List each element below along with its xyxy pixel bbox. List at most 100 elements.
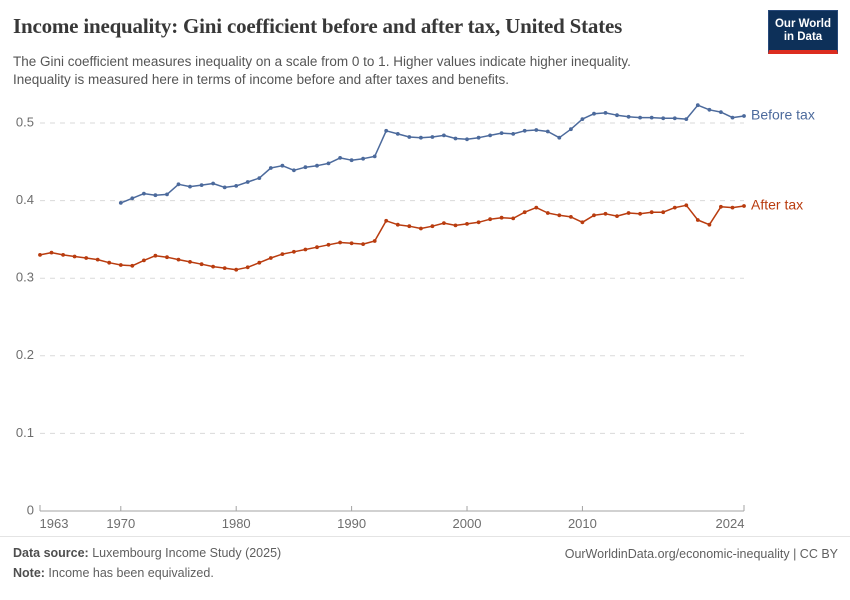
series-point-before-tax[interactable] xyxy=(395,132,400,136)
series-point-after-tax[interactable] xyxy=(384,218,389,223)
series-point-after-tax[interactable] xyxy=(649,210,654,215)
series-point-after-tax[interactable] xyxy=(534,205,539,210)
series-point-after-tax[interactable] xyxy=(118,263,123,267)
series-point-before-tax[interactable] xyxy=(326,161,331,166)
series-point-before-tax[interactable] xyxy=(511,132,516,136)
series-point-after-tax[interactable] xyxy=(522,210,527,215)
series-point-after-tax[interactable] xyxy=(176,257,181,262)
series-point-before-tax[interactable] xyxy=(430,135,435,139)
series-point-before-tax[interactable] xyxy=(303,165,308,170)
series-point-before-tax[interactable] xyxy=(695,103,700,108)
series-point-before-tax[interactable] xyxy=(292,168,296,173)
series-point-before-tax[interactable] xyxy=(742,114,746,118)
series-point-after-tax[interactable] xyxy=(130,263,135,268)
series-point-before-tax[interactable] xyxy=(280,163,285,168)
series-point-before-tax[interactable] xyxy=(257,176,262,181)
series-point-after-tax[interactable] xyxy=(684,203,689,208)
series-point-after-tax[interactable] xyxy=(488,217,492,222)
series-point-after-tax[interactable] xyxy=(511,216,516,221)
series-point-after-tax[interactable] xyxy=(338,240,342,245)
series-point-before-tax[interactable] xyxy=(338,156,342,160)
series-point-after-tax[interactable] xyxy=(153,253,158,258)
series-point-after-tax[interactable] xyxy=(303,247,308,252)
series-point-before-tax[interactable] xyxy=(488,133,492,138)
series-point-before-tax[interactable] xyxy=(684,117,689,121)
series-point-after-tax[interactable] xyxy=(430,224,435,229)
series-point-after-tax[interactable] xyxy=(372,239,377,243)
series-point-before-tax[interactable] xyxy=(672,116,677,121)
series-point-before-tax[interactable] xyxy=(245,180,250,184)
series-point-after-tax[interactable] xyxy=(453,223,458,228)
series-point-before-tax[interactable] xyxy=(719,110,723,114)
series-point-before-tax[interactable] xyxy=(730,115,735,120)
owid-url-link[interactable]: OurWorldinData.org/economic-inequality xyxy=(564,547,790,561)
series-point-before-tax[interactable] xyxy=(453,136,458,141)
series-point-after-tax[interactable] xyxy=(165,255,169,260)
series-point-before-tax[interactable] xyxy=(188,184,192,189)
series-point-after-tax[interactable] xyxy=(661,210,666,215)
series-point-after-tax[interactable] xyxy=(142,258,146,263)
series-point-after-tax[interactable] xyxy=(742,204,746,208)
series-point-before-tax[interactable] xyxy=(165,192,169,197)
series-point-after-tax[interactable] xyxy=(476,220,481,225)
series-point-after-tax[interactable] xyxy=(107,260,112,265)
series-point-before-tax[interactable] xyxy=(592,111,596,116)
series-point-before-tax[interactable] xyxy=(315,163,319,168)
series-point-after-tax[interactable] xyxy=(580,220,585,225)
series-line-before-tax[interactable] xyxy=(120,104,745,204)
series-point-after-tax[interactable] xyxy=(407,224,412,229)
series-point-before-tax[interactable] xyxy=(545,129,550,134)
series-point-before-tax[interactable] xyxy=(118,201,123,205)
series-point-after-tax[interactable] xyxy=(349,241,354,246)
series-point-before-tax[interactable] xyxy=(222,185,227,190)
series-point-before-tax[interactable] xyxy=(569,127,573,132)
series-point-after-tax[interactable] xyxy=(615,214,619,219)
series-point-before-tax[interactable] xyxy=(661,116,666,121)
series-point-after-tax[interactable] xyxy=(84,256,89,260)
series-point-after-tax[interactable] xyxy=(569,215,573,219)
series-point-after-tax[interactable] xyxy=(292,249,296,254)
series-point-before-tax[interactable] xyxy=(476,135,481,140)
series-point-after-tax[interactable] xyxy=(638,211,642,216)
series-point-after-tax[interactable] xyxy=(592,213,596,218)
series-point-after-tax[interactable] xyxy=(49,250,54,255)
series-point-before-tax[interactable] xyxy=(349,158,354,163)
series-point-before-tax[interactable] xyxy=(384,128,389,133)
series-point-before-tax[interactable] xyxy=(176,182,181,187)
series-point-after-tax[interactable] xyxy=(95,257,100,262)
series-point-after-tax[interactable] xyxy=(695,218,700,222)
series-point-before-tax[interactable] xyxy=(153,193,158,198)
series-point-after-tax[interactable] xyxy=(211,264,216,269)
series-point-after-tax[interactable] xyxy=(72,254,77,259)
series-point-before-tax[interactable] xyxy=(603,111,608,115)
series-point-after-tax[interactable] xyxy=(315,245,319,250)
series-point-before-tax[interactable] xyxy=(268,166,273,170)
series-point-before-tax[interactable] xyxy=(361,156,365,161)
series-point-before-tax[interactable] xyxy=(465,137,469,142)
series-point-after-tax[interactable] xyxy=(499,215,504,220)
series-line-after-tax[interactable] xyxy=(39,204,745,271)
series-point-before-tax[interactable] xyxy=(534,128,539,132)
series-point-after-tax[interactable] xyxy=(557,213,562,218)
series-point-after-tax[interactable] xyxy=(707,222,712,227)
series-point-after-tax[interactable] xyxy=(465,222,469,226)
series-point-after-tax[interactable] xyxy=(603,211,608,216)
series-point-after-tax[interactable] xyxy=(222,266,227,270)
series-point-after-tax[interactable] xyxy=(280,252,285,256)
series-point-after-tax[interactable] xyxy=(38,253,42,257)
series-point-before-tax[interactable] xyxy=(707,107,712,112)
series-point-before-tax[interactable] xyxy=(442,133,446,138)
series-point-before-tax[interactable] xyxy=(419,135,423,140)
series-point-after-tax[interactable] xyxy=(442,221,446,226)
series-point-before-tax[interactable] xyxy=(649,115,654,120)
series-point-after-tax[interactable] xyxy=(361,242,365,247)
series-point-after-tax[interactable] xyxy=(626,211,631,215)
series-point-before-tax[interactable] xyxy=(580,117,585,121)
series-point-before-tax[interactable] xyxy=(626,114,631,119)
series-point-after-tax[interactable] xyxy=(419,226,423,231)
series-point-before-tax[interactable] xyxy=(234,184,239,188)
series-point-after-tax[interactable] xyxy=(61,253,65,257)
series-point-before-tax[interactable] xyxy=(499,131,504,136)
series-point-after-tax[interactable] xyxy=(199,262,204,267)
series-point-after-tax[interactable] xyxy=(545,211,550,215)
